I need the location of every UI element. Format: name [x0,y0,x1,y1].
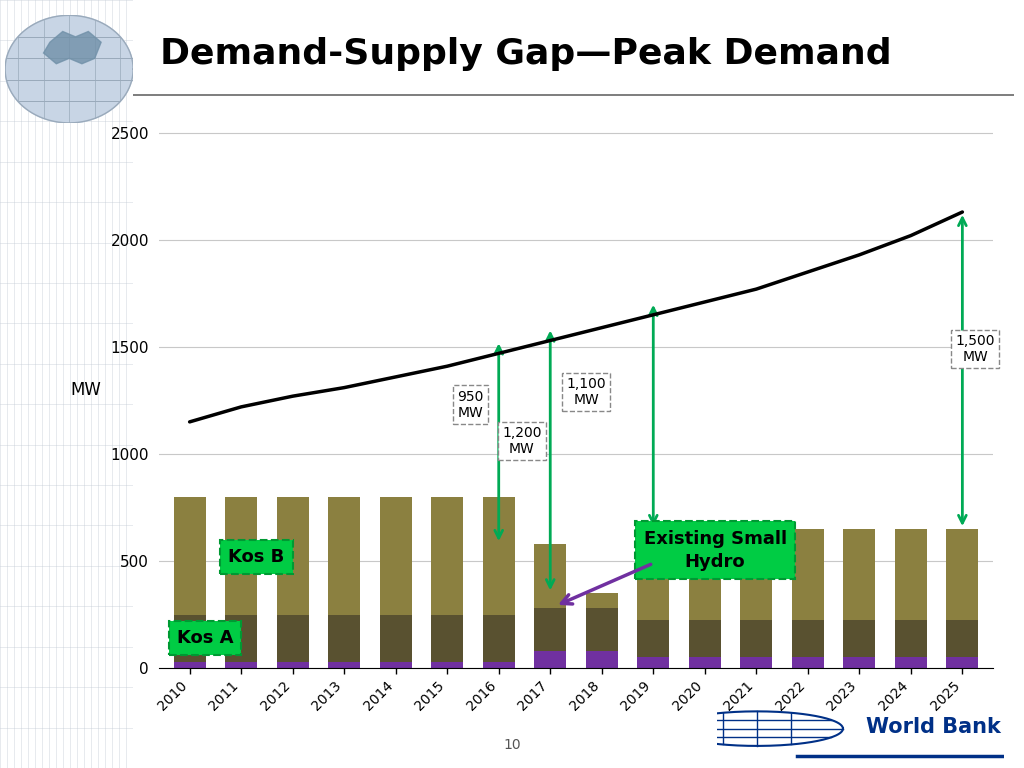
Bar [946,529,978,620]
Bar [482,614,515,662]
Bar [895,620,927,657]
Bar [276,614,308,662]
Bar [535,544,566,608]
Text: 1,100
MW: 1,100 MW [566,377,606,407]
Bar [329,662,360,668]
Bar [431,614,463,662]
Bar [380,662,412,668]
Text: Kos B: Kos B [228,548,285,566]
Bar [431,662,463,668]
Bar [174,497,206,614]
Bar [689,529,721,620]
Bar [740,657,772,668]
Text: 1,500
MW: 1,500 MW [955,334,995,364]
Bar [535,651,566,668]
Bar [895,529,927,620]
Bar [380,614,412,662]
Polygon shape [5,15,133,123]
Bar [329,614,360,662]
Bar [637,620,670,657]
Polygon shape [43,31,101,64]
Bar [535,608,566,651]
Bar [225,497,257,614]
Bar [276,497,308,614]
Bar [637,657,670,668]
Bar [225,662,257,668]
Bar [689,620,721,657]
Text: World Bank: World Bank [866,717,1000,737]
Bar [586,651,617,668]
Bar [689,657,721,668]
Bar [792,529,823,620]
Bar [482,662,515,668]
Bar [329,497,360,614]
Bar [225,614,257,662]
Bar [586,593,617,608]
Bar [895,657,927,668]
Bar [482,497,515,614]
Y-axis label: MW: MW [70,381,101,399]
Bar [792,620,823,657]
Text: 10: 10 [503,738,521,752]
Bar [844,620,876,657]
Text: Demand-Supply Gap—Peak Demand: Demand-Supply Gap—Peak Demand [160,37,891,71]
Bar [380,497,412,614]
Bar [740,529,772,620]
Bar [844,657,876,668]
Bar [946,657,978,668]
Text: 950
MW: 950 MW [457,389,483,420]
Bar [637,529,670,620]
Bar [276,662,308,668]
Bar [792,657,823,668]
Text: Existing Small
Hydro: Existing Small Hydro [643,530,786,571]
Bar [586,608,617,651]
Text: 1,200
MW: 1,200 MW [502,426,542,456]
Bar [174,614,206,662]
Bar [844,529,876,620]
Bar [431,497,463,614]
Bar [946,620,978,657]
Bar [174,662,206,668]
Bar [740,620,772,657]
Text: Kos A: Kos A [177,629,233,647]
